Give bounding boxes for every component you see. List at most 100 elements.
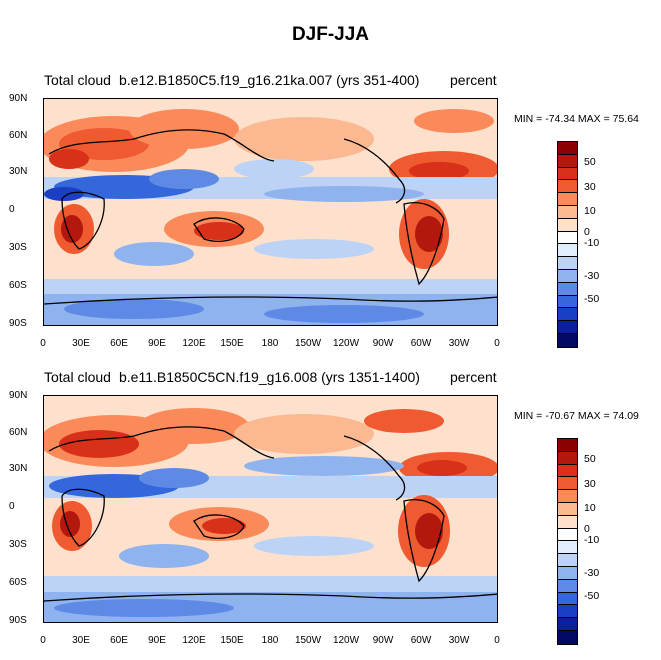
lat-tick: 90S <box>9 615 27 626</box>
lon-tick: 90W <box>372 338 394 349</box>
panel-center-label: b.e11.B1850C5CN.f19_g16.008 (yrs 1351-14… <box>119 369 420 385</box>
lon-tick: 150W <box>294 635 322 646</box>
lon-tick: 30W <box>448 635 470 646</box>
lat-tick: 60S <box>9 280 27 291</box>
colorbar-label: -10 <box>584 534 600 546</box>
colorbar-swatch <box>558 502 577 516</box>
lat-tick: 60N <box>9 130 28 141</box>
colorbar-label: -50 <box>584 590 600 602</box>
colorbar-swatch <box>558 269 577 283</box>
colorbar-label: 10 <box>584 205 596 217</box>
lon-tick: 150E <box>220 635 244 646</box>
colorbar-swatch <box>558 180 577 194</box>
panel-units-label: percent <box>450 72 497 88</box>
colorbar-swatch <box>558 605 577 619</box>
colorbar <box>557 141 578 348</box>
colorbar-swatch <box>558 257 577 270</box>
colorbar-swatch <box>558 579 577 593</box>
colorbar-label: -30 <box>584 270 600 282</box>
colorbar-label: -50 <box>584 293 600 305</box>
colorbar-swatch <box>558 490 577 503</box>
panel-bottom: Total cloud b.e11.B1850C5CN.f19_g16.008 … <box>0 297 661 646</box>
lat-tick: 0 <box>9 204 15 215</box>
colorbar-swatch <box>558 231 577 245</box>
colorbar-swatch <box>558 333 577 347</box>
panel-left-label: Total cloud <box>44 369 111 385</box>
colorbar-swatch <box>558 554 577 567</box>
lat-tick: 90N <box>9 390 28 401</box>
lon-tick: 90W <box>372 635 394 646</box>
colorbar-swatch <box>558 566 577 580</box>
lon-tick: 30E <box>72 338 90 349</box>
panel-left-label: Total cloud <box>44 72 111 88</box>
colorbar-swatch <box>558 193 577 206</box>
colorbar-swatch <box>558 218 577 232</box>
colorbar-swatches <box>557 141 578 348</box>
lon-tick: 180 <box>261 635 279 646</box>
colorbar-swatch <box>558 295 577 309</box>
lon-tick: 0 <box>494 635 500 646</box>
colorbar-swatch <box>558 528 577 542</box>
colorbar-swatch <box>558 541 577 555</box>
lon-tick: 60W <box>410 338 432 349</box>
colorbar-label: 0 <box>584 226 590 238</box>
colorbar-label: 10 <box>584 502 596 514</box>
colorbar-label: 0 <box>584 523 590 535</box>
lon-tick: 0 <box>494 338 500 349</box>
colorbar-swatch <box>558 321 577 334</box>
colorbar-swatch <box>558 592 577 606</box>
colorbar-swatch <box>558 439 577 452</box>
lon-tick: 150E <box>220 338 244 349</box>
lat-tick: 90N <box>9 93 28 104</box>
lon-tick: 150W <box>294 338 322 349</box>
colorbar-swatch <box>558 451 577 465</box>
colorbar-label: 30 <box>584 478 596 490</box>
lon-tick: 0 <box>40 635 46 646</box>
lat-tick: 30N <box>9 166 28 177</box>
lon-tick: 0 <box>40 338 46 349</box>
lon-tick: 30E <box>72 635 90 646</box>
colorbar-swatches <box>557 438 578 645</box>
page-title: DJF-JJA <box>291 24 370 45</box>
colorbar-label: -30 <box>584 567 600 579</box>
map-plot <box>43 395 498 623</box>
map-plot <box>43 98 498 326</box>
lon-tick: 120W <box>332 635 360 646</box>
colorbar-swatch <box>558 464 577 478</box>
panel-center-label: b.e12.B1850C5.f19_g16.21ka.007 (yrs 351-… <box>119 72 420 88</box>
cloud-difference-field <box>44 396 497 622</box>
colorbar-label: 50 <box>584 156 596 168</box>
colorbar-swatch <box>558 205 577 219</box>
colorbar-swatch <box>558 154 577 168</box>
lon-tick: 60W <box>410 635 432 646</box>
panel-top: Total cloud b.e12.B1850C5.f19_g16.21ka.0… <box>0 0 661 349</box>
colorbar-label: 30 <box>584 181 596 193</box>
lon-tick: 120W <box>332 338 360 349</box>
panel-units-label: percent <box>450 369 497 385</box>
lat-tick: 60N <box>9 427 28 438</box>
lat-tick: 30N <box>9 463 28 474</box>
min-max-label: MIN = -70.67 MAX = 74.09 <box>514 410 639 422</box>
colorbar-swatch <box>558 142 577 155</box>
colorbar-swatch <box>558 282 577 296</box>
cloud-difference-field <box>44 99 497 325</box>
lon-tick: 30W <box>448 338 470 349</box>
lat-tick: 0 <box>9 501 15 512</box>
lon-tick: 120E <box>182 635 206 646</box>
lat-tick: 30S <box>9 539 27 550</box>
colorbar-swatch <box>558 618 577 631</box>
lat-tick: 60S <box>9 577 27 588</box>
colorbar-label: -10 <box>584 237 600 249</box>
lon-tick: 120E <box>182 338 206 349</box>
colorbar-swatch <box>558 244 577 258</box>
lon-tick: 180 <box>261 338 279 349</box>
lon-tick: 60E <box>110 635 128 646</box>
colorbar <box>557 438 578 645</box>
colorbar-swatch <box>558 515 577 529</box>
lon-tick: 60E <box>110 338 128 349</box>
lon-tick: 90E <box>148 338 166 349</box>
colorbar-swatch <box>558 308 577 322</box>
colorbar-swatch <box>558 167 577 181</box>
colorbar-label: 50 <box>584 453 596 465</box>
colorbar-swatch <box>558 477 577 491</box>
